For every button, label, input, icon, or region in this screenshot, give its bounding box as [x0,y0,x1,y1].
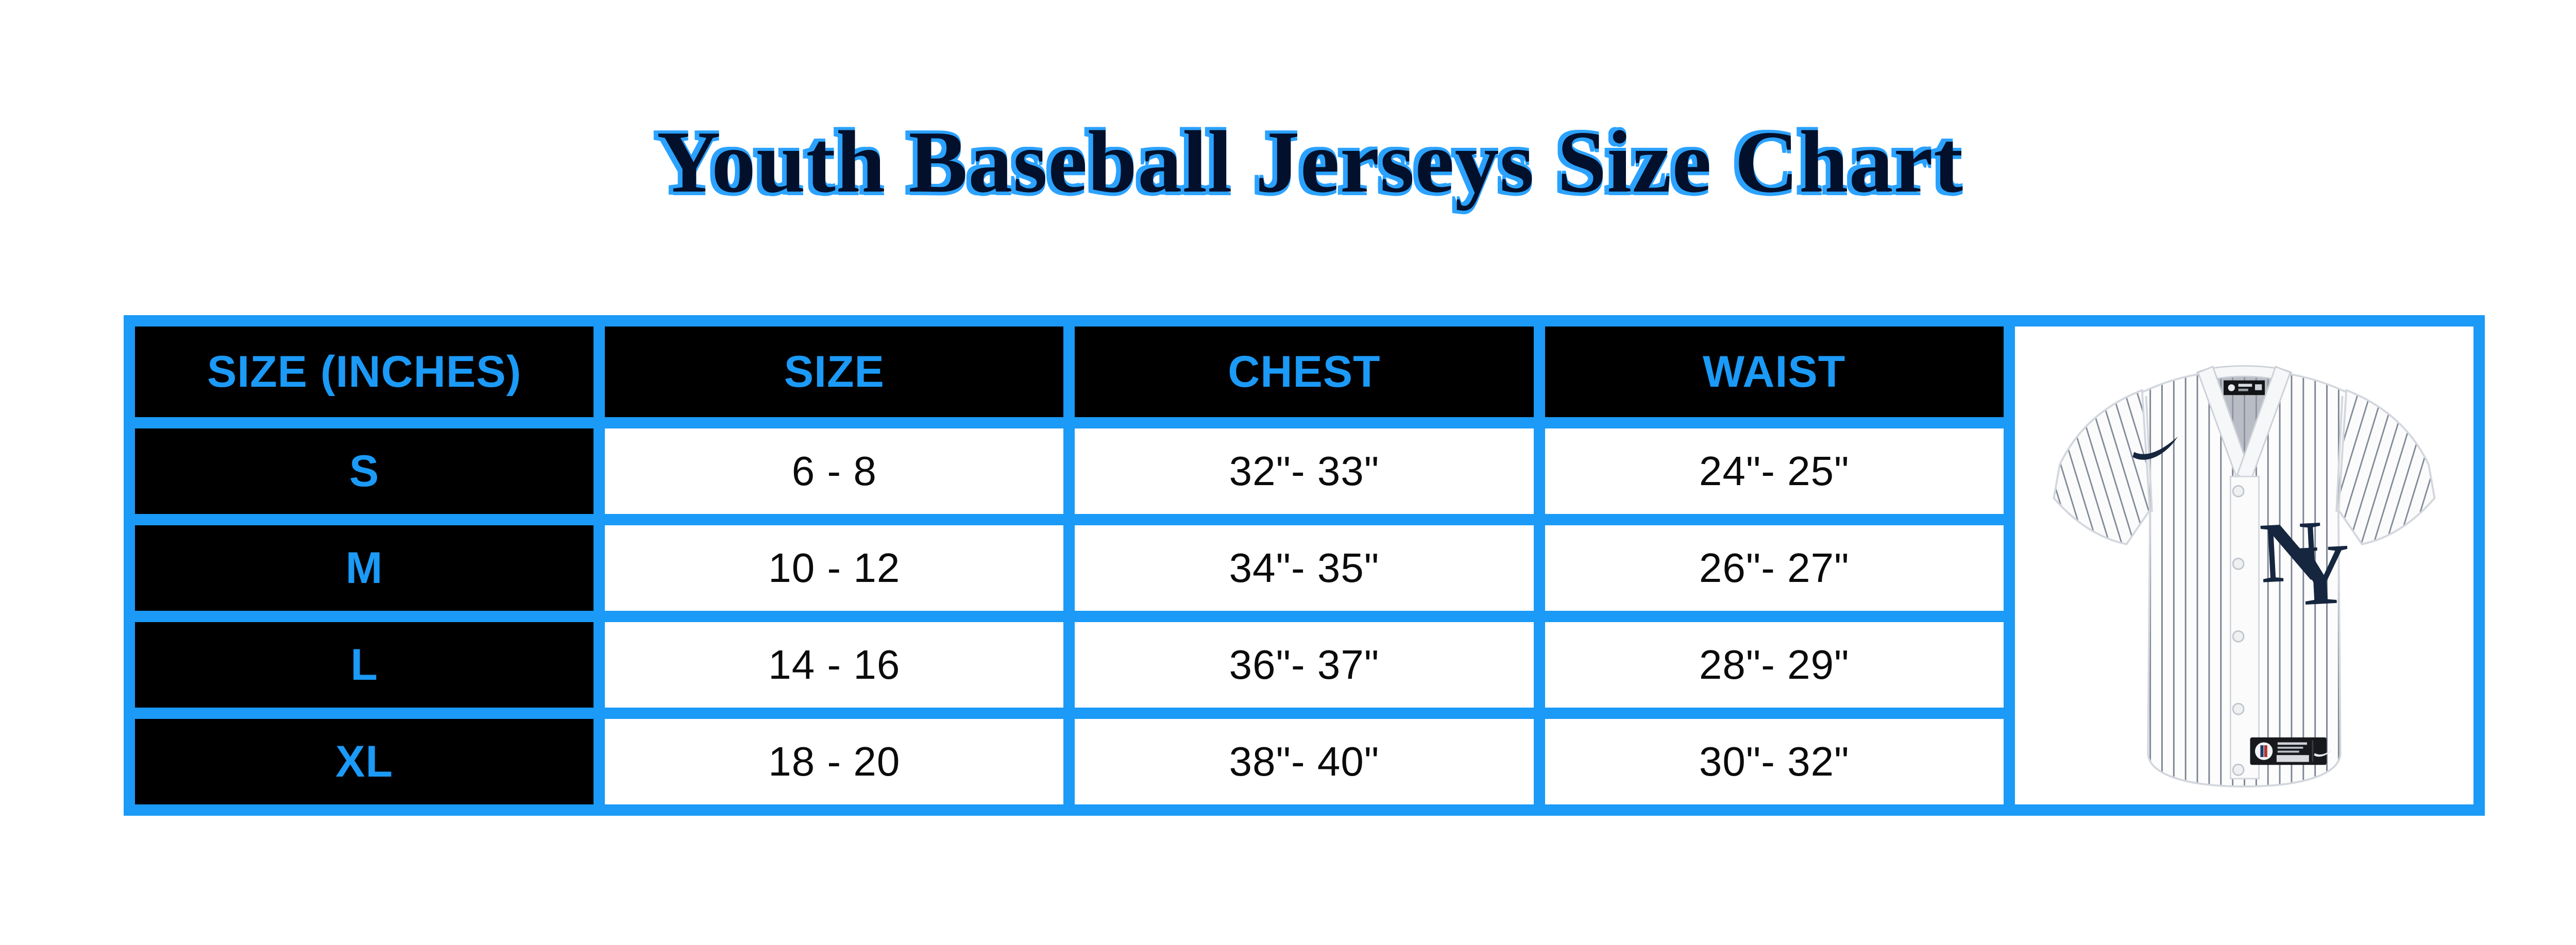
cell-size: 18 - 20 [594,708,1075,816]
jersey-sleeves [2053,388,2436,545]
table-row: S 6 - 8 32"- 33" 24"- 25" [123,417,2479,525]
button-placket [2229,475,2260,779]
svg-text:N: N [2258,503,2325,601]
cell-size: 10 - 12 [594,514,1075,622]
nike-swoosh-icon [2132,436,2178,460]
jersey-photo-cell: N Y [2003,315,2485,816]
cell-waist: 24"- 25" [1533,417,2015,525]
cell-chest: 36"- 37" [1063,611,1545,719]
header-cell-size: SIZE [594,315,1075,428]
header-cell-chest: CHEST [1063,315,1545,428]
header-cell-size-inches: SIZE (INCHES) [123,315,605,428]
jock-tag [2250,737,2333,765]
table-row: L 14 - 16 36"- 37" 28"- 29" [123,611,2479,719]
cell-chest: 32"- 33" [1063,417,1545,525]
table-row: M 10 - 12 34"- 35" 26"- 27" [123,514,2479,622]
cell-size-label: S [123,417,605,525]
cell-size-label: XL [123,708,605,816]
svg-text:Y: Y [2285,526,2353,624]
cell-chest: 34"- 35" [1063,514,1545,622]
ny-logo-icon: N Y [2258,503,2353,624]
cell-size: 14 - 16 [594,611,1075,719]
cell-waist: 30"- 32" [1533,708,2015,816]
page-title: Youth Baseball Jerseys Size Chart [656,113,1964,211]
jersey-collar [2196,365,2293,484]
buttons [2232,485,2245,776]
cell-waist: 26"- 27" [1533,514,2015,622]
cell-waist: 28"- 29" [1533,611,2015,719]
cell-size: 6 - 8 [594,417,1075,525]
neck-label [2223,380,2265,395]
header-row: SIZE (INCHES) SIZE CHEST WAIST [123,315,2485,816]
header-cell-waist: WAIST [1533,315,2015,428]
size-chart-table: SIZE (INCHES) SIZE CHEST WAIST [123,315,2485,816]
cell-size-label: L [123,611,605,719]
cell-chest: 38"- 40" [1063,708,1545,816]
table-row: XL 18 - 20 38"- 40" 30"- 32" [123,708,2479,816]
cell-size-label: M [123,514,605,622]
jersey-image: N Y [2053,365,2436,787]
